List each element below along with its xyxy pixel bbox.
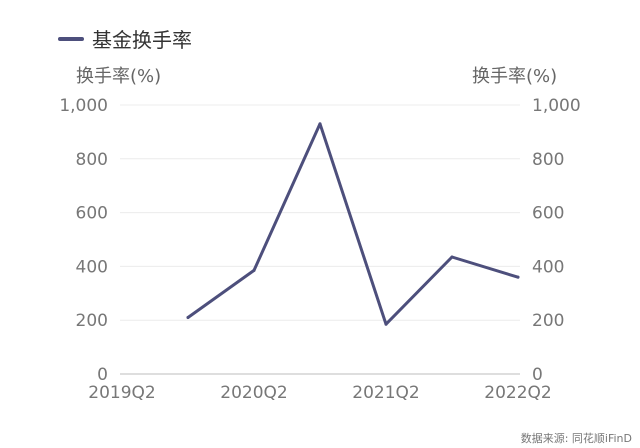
series-line <box>186 122 520 326</box>
legend-swatch <box>58 36 84 41</box>
x-tick-label: 2019Q2 <box>88 383 155 403</box>
y-tick-label-right: 200 <box>532 311 564 331</box>
legend: 基金换手率 <box>58 24 192 53</box>
data-source-note: 数据来源: 同花顺iFinD <box>520 432 632 445</box>
y-tick-label-right: 600 <box>532 204 564 224</box>
y-tick-label-right: 1,000 <box>532 96 581 116</box>
right-axis-title: 换手率(%) <box>472 66 558 87</box>
data-point <box>516 275 520 279</box>
x-tick-label: 2022Q2 <box>484 383 551 403</box>
x-tick-label: 2020Q2 <box>220 383 287 403</box>
data-point <box>252 268 256 272</box>
legend-label: 基金换手率 <box>92 28 192 52</box>
y-tick-label-left: 800 <box>76 150 108 170</box>
data-point <box>450 255 454 259</box>
y-tick-label-left: 0 <box>97 365 108 385</box>
y-tick-label-left: 1,000 <box>59 96 108 116</box>
left-axis-title: 换手率(%) <box>76 66 162 87</box>
y-tick-label-left: 600 <box>76 204 108 224</box>
y-tick-label-right: 0 <box>532 365 543 385</box>
data-point <box>186 316 190 320</box>
y-tick-label-right: 800 <box>532 150 564 170</box>
y-tick-label-left: 400 <box>76 257 108 277</box>
y-tick-label-right: 400 <box>532 257 564 277</box>
x-tick-label: 2021Q2 <box>352 383 419 403</box>
data-point <box>318 122 322 126</box>
data-point <box>384 322 388 326</box>
y-tick-label-left: 200 <box>76 311 108 331</box>
